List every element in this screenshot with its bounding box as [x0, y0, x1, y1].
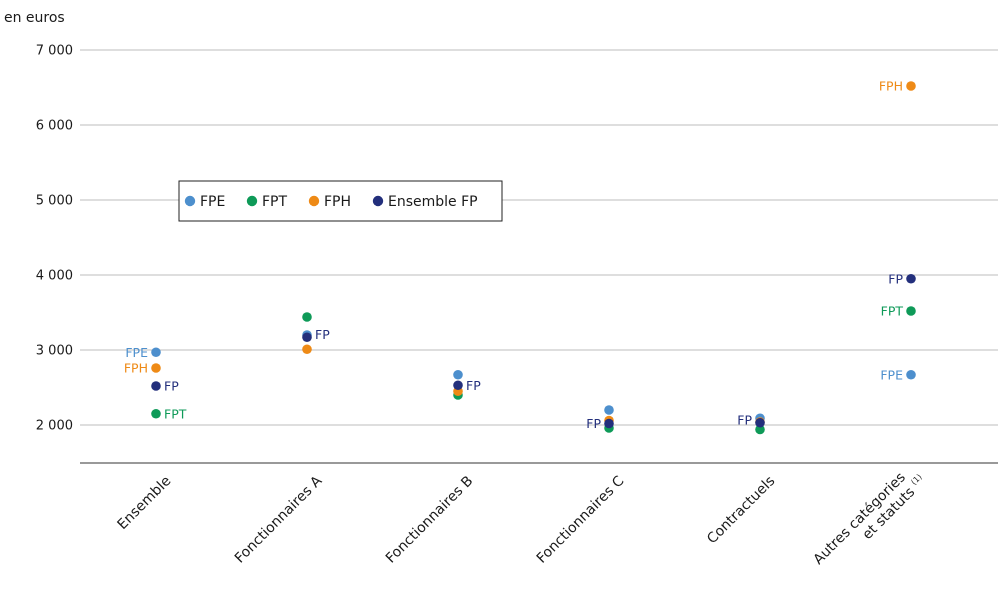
legend-label: Ensemble FP [388, 194, 478, 210]
legend: FPE FPT FPH Ensemble FP [178, 180, 503, 222]
point-fph [151, 363, 161, 373]
point-label: FPT [881, 304, 904, 319]
legend-marker [184, 195, 196, 207]
data-points [151, 81, 916, 435]
y-tick-labels: 2 000 3 000 4 000 5 000 6 000 7 000 [36, 44, 73, 434]
point-ensemble-fp [151, 381, 161, 391]
point-fph [302, 344, 312, 355]
point-ensemble-fp [302, 332, 312, 343]
category-label: Fonctionnaires A [232, 473, 326, 567]
point-label: FPT [164, 406, 187, 421]
point-label: FPE [125, 345, 148, 360]
category-label: Ensemble [115, 473, 175, 533]
legend-marker [372, 195, 384, 207]
point-fpe [453, 369, 463, 380]
legend-label: FPH [324, 194, 351, 210]
legend-label: FPE [200, 194, 225, 210]
y-tick-label: 3 000 [36, 344, 73, 359]
point-fph [906, 81, 916, 91]
category-label: Contractuels [704, 473, 778, 547]
point-fpe [151, 347, 161, 358]
point-ensemble-fp [604, 418, 614, 429]
y-tick-label: 4 000 [36, 269, 73, 284]
point-fpe [604, 405, 614, 415]
category-label-line: Fonctionnaires C [534, 473, 628, 567]
point-label: FP [164, 379, 179, 394]
point-ensemble-fp [906, 273, 916, 284]
point-label: FP [315, 327, 330, 342]
category-label-line: Fonctionnaires B [383, 473, 477, 567]
point-ensemble-fp [453, 380, 463, 391]
point-label: FP [737, 412, 752, 427]
y-tick-label: 2 000 [36, 419, 73, 434]
category-label-line: Ensemble [115, 473, 175, 533]
point-label: FPH [879, 79, 903, 94]
category-label: Fonctionnaires B [383, 473, 477, 567]
y-tick-label: 5 000 [36, 194, 73, 209]
point-fpt [302, 312, 312, 322]
legend-marker [246, 195, 258, 207]
point-fpt [906, 306, 916, 316]
unit-label: en euros [4, 10, 65, 26]
point-fpe [906, 369, 916, 380]
category-label: Fonctionnaires C [534, 473, 628, 567]
y-tick-label: 6 000 [36, 119, 73, 134]
point-fpt [151, 408, 161, 419]
gridlines [80, 49, 998, 426]
point-label: FP [888, 271, 903, 286]
point-label: FP [586, 416, 601, 431]
point-label: FPH [124, 361, 148, 376]
category-labels: Ensemble Fonctionnaires A Fonctionnaires B… [115, 470, 924, 568]
point-fpt [755, 424, 765, 435]
legend-label: FPT [262, 194, 287, 210]
category-label-line: Fonctionnaires A [232, 473, 326, 567]
legend-box [178, 180, 503, 222]
point-label: FPE [880, 367, 903, 382]
y-tick-label: 7 000 [36, 44, 73, 59]
category-label-line: Contractuels [704, 473, 778, 547]
point-ensemble-fp [755, 417, 765, 428]
point-label: FP [466, 378, 481, 393]
legend-marker [308, 195, 320, 207]
